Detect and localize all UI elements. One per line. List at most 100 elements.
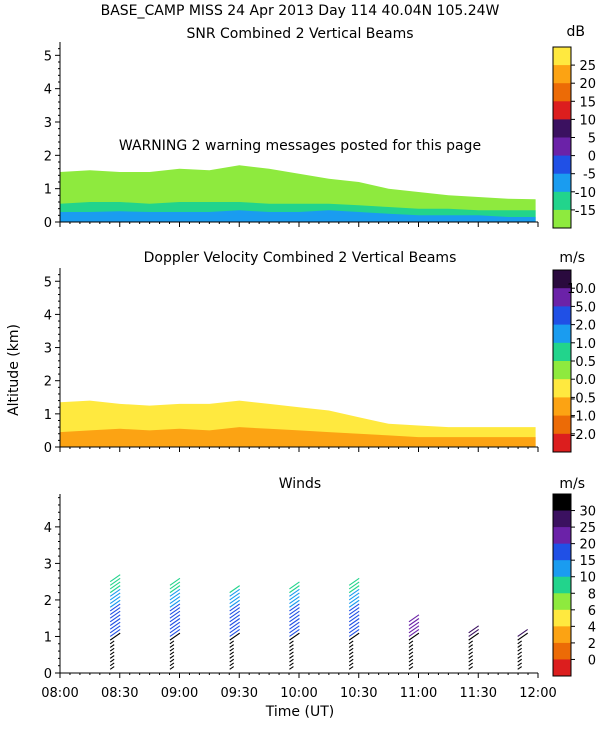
wind-barb	[229, 599, 241, 608]
doppler-echo-layers	[60, 400, 536, 447]
wind-barb	[289, 655, 294, 659]
wind-barb	[109, 596, 121, 605]
wind-barbs	[109, 574, 529, 670]
y-tick-label: 1	[44, 630, 52, 645]
colorbar-label: 1.0	[575, 337, 596, 352]
colorbar-swatch	[553, 433, 571, 453]
y-tick-label: 4	[44, 521, 52, 536]
wind-barb	[169, 599, 181, 608]
wind-barb	[169, 585, 181, 594]
wind-barb	[289, 629, 300, 637]
wind-barb	[109, 618, 121, 626]
time-tick-label: 10:00	[280, 686, 317, 701]
wind-barb	[517, 647, 523, 652]
wind-barb	[348, 662, 354, 667]
wind-barb	[229, 596, 241, 605]
colorbar-swatch	[553, 576, 571, 594]
colorbar-swatch	[553, 415, 571, 435]
wind-barb	[109, 585, 121, 594]
wind-barb	[408, 658, 414, 663]
snr-layer-strong	[60, 210, 536, 222]
wind-barb	[468, 629, 480, 637]
y-tick-label: 3	[44, 557, 52, 572]
wind-barb	[229, 588, 241, 597]
figure-title: BASE_CAMP MISS 24 Apr 2013 Day 114 40.04…	[101, 3, 500, 19]
time-tick-label: 08:30	[101, 686, 138, 701]
colorbar-unit: m/s	[559, 250, 585, 266]
colorbar-label: 30	[579, 505, 596, 520]
wind-barb	[408, 647, 414, 652]
colorbar-swatch	[553, 306, 571, 326]
wind-barb	[229, 662, 235, 667]
doppler-axes: 0 1 2 3 4 5	[44, 268, 539, 456]
time-tick-label: 11:00	[400, 686, 437, 701]
wind-barb	[169, 625, 181, 634]
colorbar-label: 0	[588, 653, 596, 668]
wind-barb	[289, 588, 300, 597]
wind-barb	[468, 662, 474, 667]
wind-barb	[468, 625, 480, 634]
colorbar-label: 25	[579, 59, 596, 74]
snr-axes: 0 1 2 3 4 5	[44, 42, 539, 231]
doppler-layer-near-surface	[60, 427, 536, 447]
wind-profile-7	[517, 629, 529, 670]
wind-barb	[408, 662, 414, 667]
colorbar-label: 10.0	[567, 282, 596, 297]
y-tick-label: 0	[44, 216, 52, 231]
colorbar-unit: dB	[567, 24, 586, 40]
wind-barb	[229, 647, 235, 652]
time-axis-tick-labels: 08:00 08:30 09:00 09:30 10:00 10:30 11:00 11:30…	[41, 686, 556, 701]
wind-profile-3	[289, 581, 300, 670]
wind-barb	[468, 644, 474, 648]
wind-barb	[289, 632, 300, 641]
colorbar-label: 20	[579, 77, 596, 92]
wind-barb	[348, 596, 360, 605]
colorbar-swatch	[553, 47, 571, 66]
wind-barb	[229, 607, 241, 616]
y-tick-label: 0	[44, 441, 52, 456]
colorbar-label: -10	[575, 186, 596, 201]
time-axis-label: Time (UT)	[265, 704, 334, 720]
wind-barb	[517, 632, 529, 641]
wind-barb	[408, 621, 420, 630]
wind-barb	[169, 629, 181, 637]
wind-barb	[289, 662, 294, 667]
time-tick-label: 10:30	[340, 686, 377, 701]
wind-barb	[229, 610, 241, 619]
colorbar-label: -15	[575, 204, 596, 219]
wind-barb	[468, 655, 474, 659]
wind-barb	[289, 666, 294, 670]
wind-barb	[109, 574, 121, 583]
y-tick-label: 5	[44, 49, 52, 64]
wind-barb	[109, 655, 115, 659]
wind-barb	[408, 666, 414, 670]
colorbar-swatch	[553, 155, 571, 175]
colorbar-swatch	[553, 342, 571, 362]
wind-barb	[229, 603, 241, 612]
winds-axes: 0 1 2 3 4	[44, 494, 539, 682]
wind-barb	[169, 577, 181, 586]
wind-barb	[289, 640, 294, 645]
wind-barb	[169, 618, 181, 626]
colorbar-label: 10	[579, 571, 596, 586]
wind-barb	[348, 577, 360, 586]
wind-barb	[109, 658, 115, 663]
wind-barb	[348, 599, 360, 608]
y-tick-label: 1	[44, 408, 52, 423]
y-tick-label: 2	[44, 594, 52, 609]
doppler-title: Doppler Velocity Combined 2 Vertical Bea…	[144, 250, 457, 266]
colorbar-label: 2	[588, 637, 596, 652]
wind-barb	[109, 603, 121, 612]
wind-barb	[348, 666, 354, 670]
wind-barb	[169, 666, 175, 670]
wind-barb	[289, 592, 300, 601]
wind-barb	[109, 588, 121, 597]
wind-barb	[408, 640, 414, 645]
colorbar-label: -1.0	[571, 410, 596, 425]
winds-title: Winds	[279, 476, 321, 492]
warning-message: WARNING 2 warning messages posted for th…	[119, 138, 481, 154]
wind-barb	[109, 666, 115, 670]
colorbar-swatch	[553, 642, 571, 660]
wind-barb	[408, 655, 414, 659]
